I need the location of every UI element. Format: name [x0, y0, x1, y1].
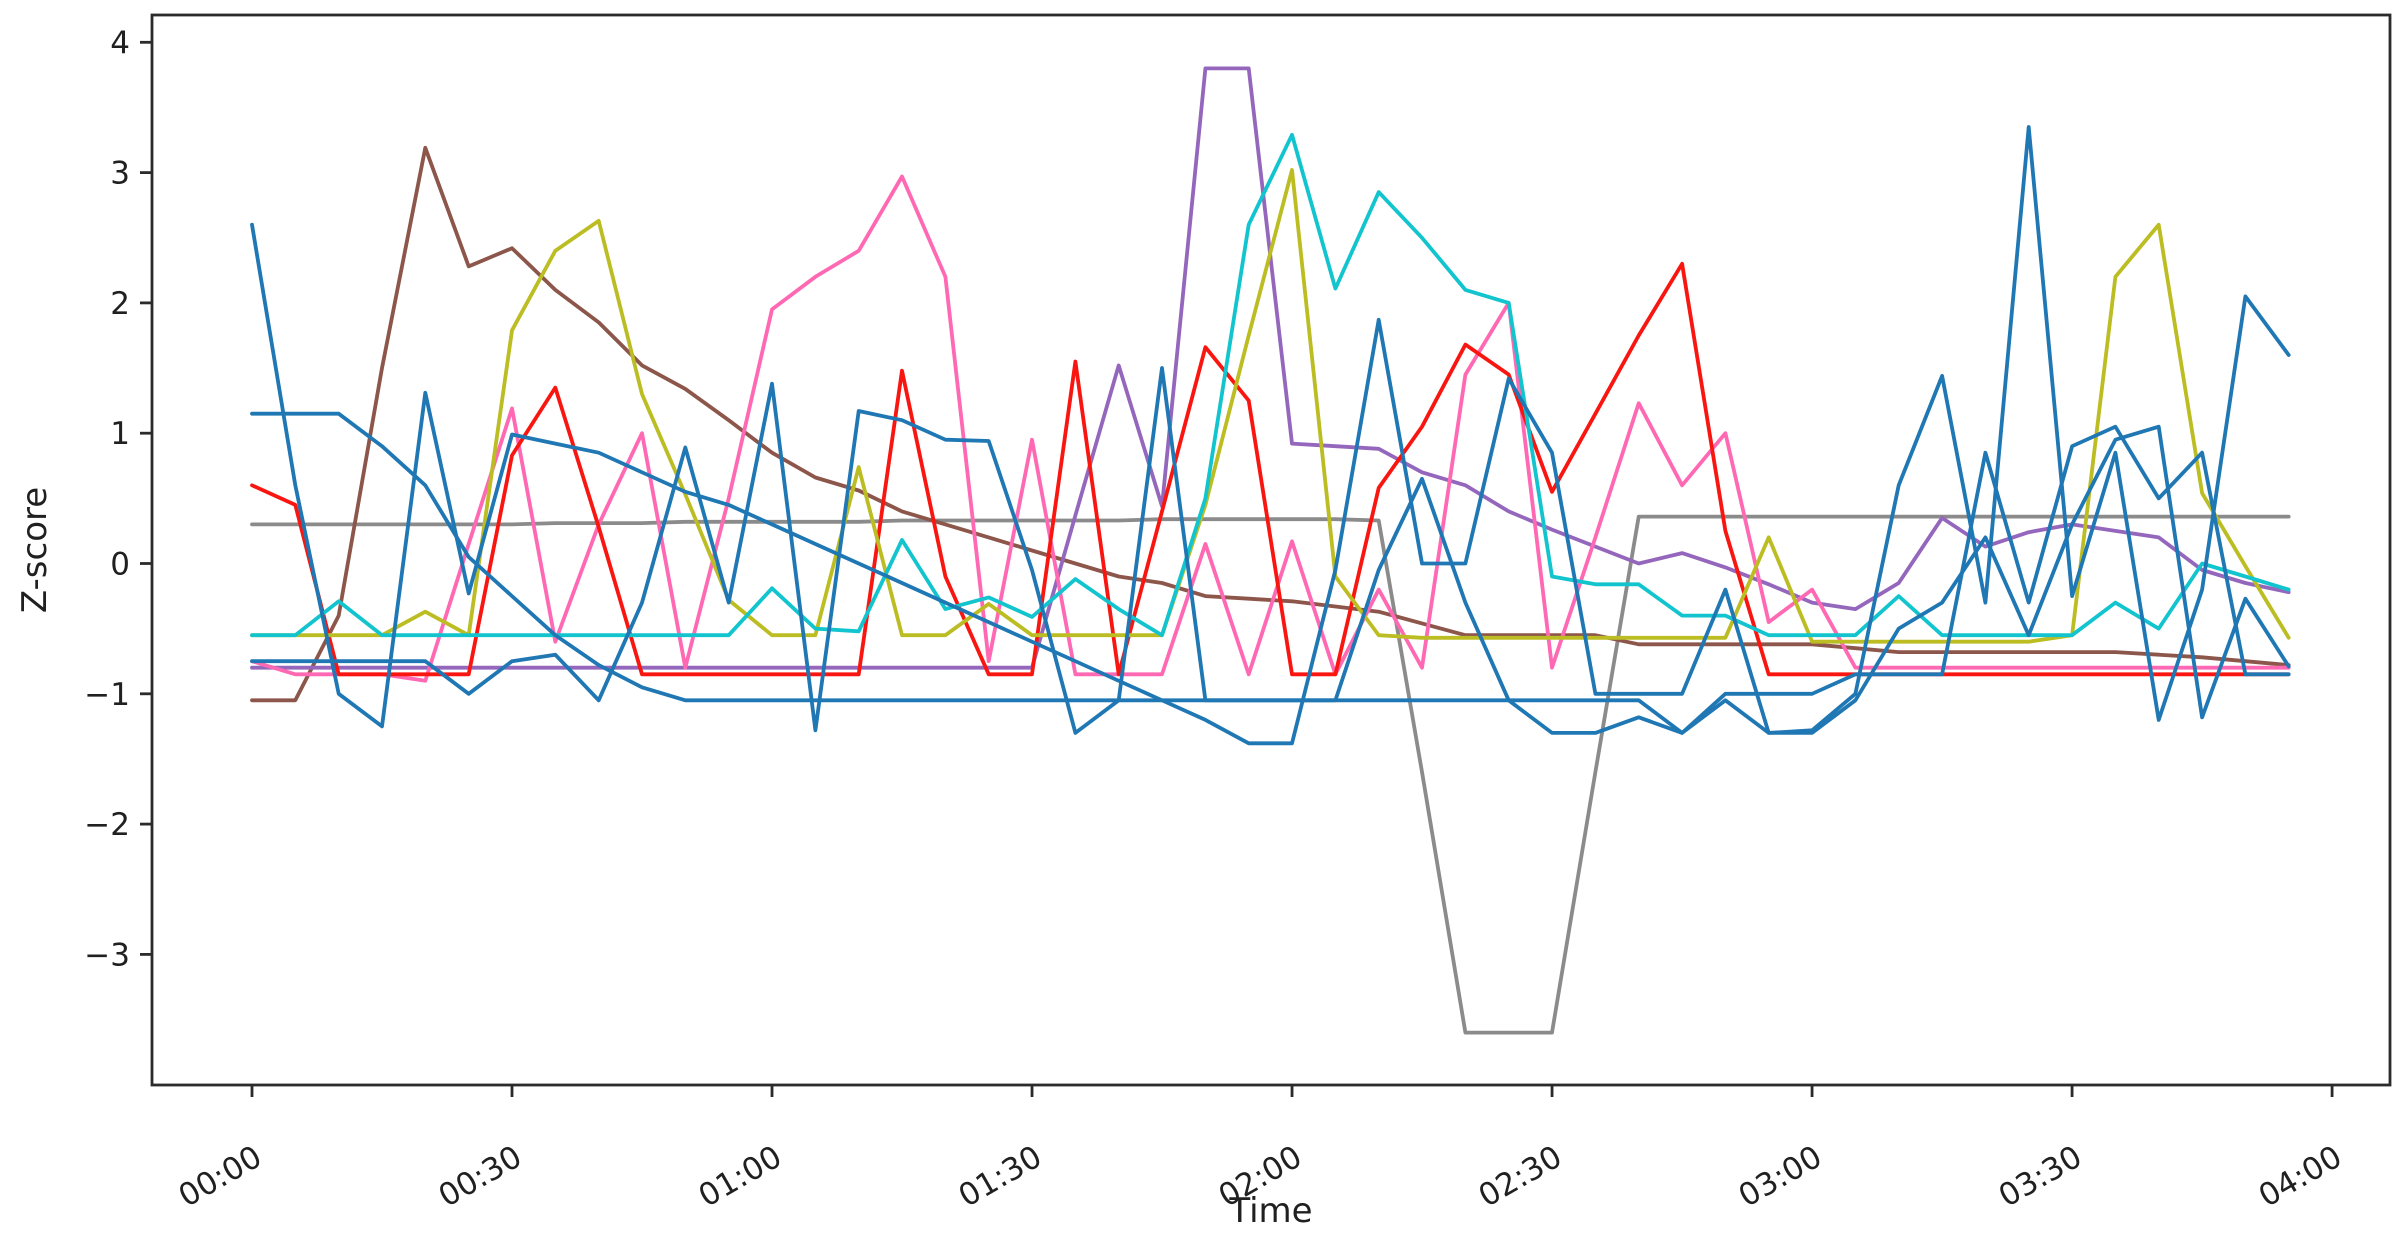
- y-tick-label: 2: [110, 286, 130, 322]
- series-red-line: [250, 261, 2291, 677]
- y-tick-label: −1: [84, 677, 130, 713]
- x-tick-label: 01:00: [693, 1139, 788, 1215]
- x-tick-label: 00:30: [433, 1139, 528, 1215]
- y-tick-label: −2: [84, 807, 130, 843]
- y-tick-label: 3: [110, 156, 130, 192]
- series-gray-line: [250, 514, 2291, 1035]
- x-axis-title: Time: [1228, 1191, 1312, 1231]
- plot-border: [150, 13, 2392, 1087]
- y-tick-label: 0: [110, 547, 130, 583]
- series-cyan-line: [250, 132, 2291, 638]
- series-blue-c-line: [250, 381, 2291, 735]
- x-tick-label: 04:00: [2253, 1139, 2348, 1215]
- x-tick-label: 03:00: [1733, 1139, 1828, 1215]
- x-tick-label: 02:30: [1473, 1139, 1568, 1215]
- x-tick-label: 00:00: [173, 1139, 268, 1215]
- series-purple-line: [250, 66, 2291, 670]
- x-tick-label: 03:30: [1993, 1139, 2088, 1215]
- x-tick-label: 01:30: [953, 1139, 1048, 1215]
- series-lines: [250, 66, 2291, 1035]
- y-tick-label: 4: [110, 25, 130, 61]
- series-brown-line: [250, 145, 2291, 703]
- axis-labels: Time Z-score: [15, 487, 1313, 1231]
- series-blue-b-line: [250, 366, 2291, 735]
- series-blue-a-line: [250, 125, 2291, 746]
- y-axis-title: Z-score: [15, 487, 55, 613]
- y-tick-label: −3: [84, 937, 130, 973]
- series-pink-line: [250, 174, 2291, 683]
- y-tick-label: 1: [110, 416, 130, 452]
